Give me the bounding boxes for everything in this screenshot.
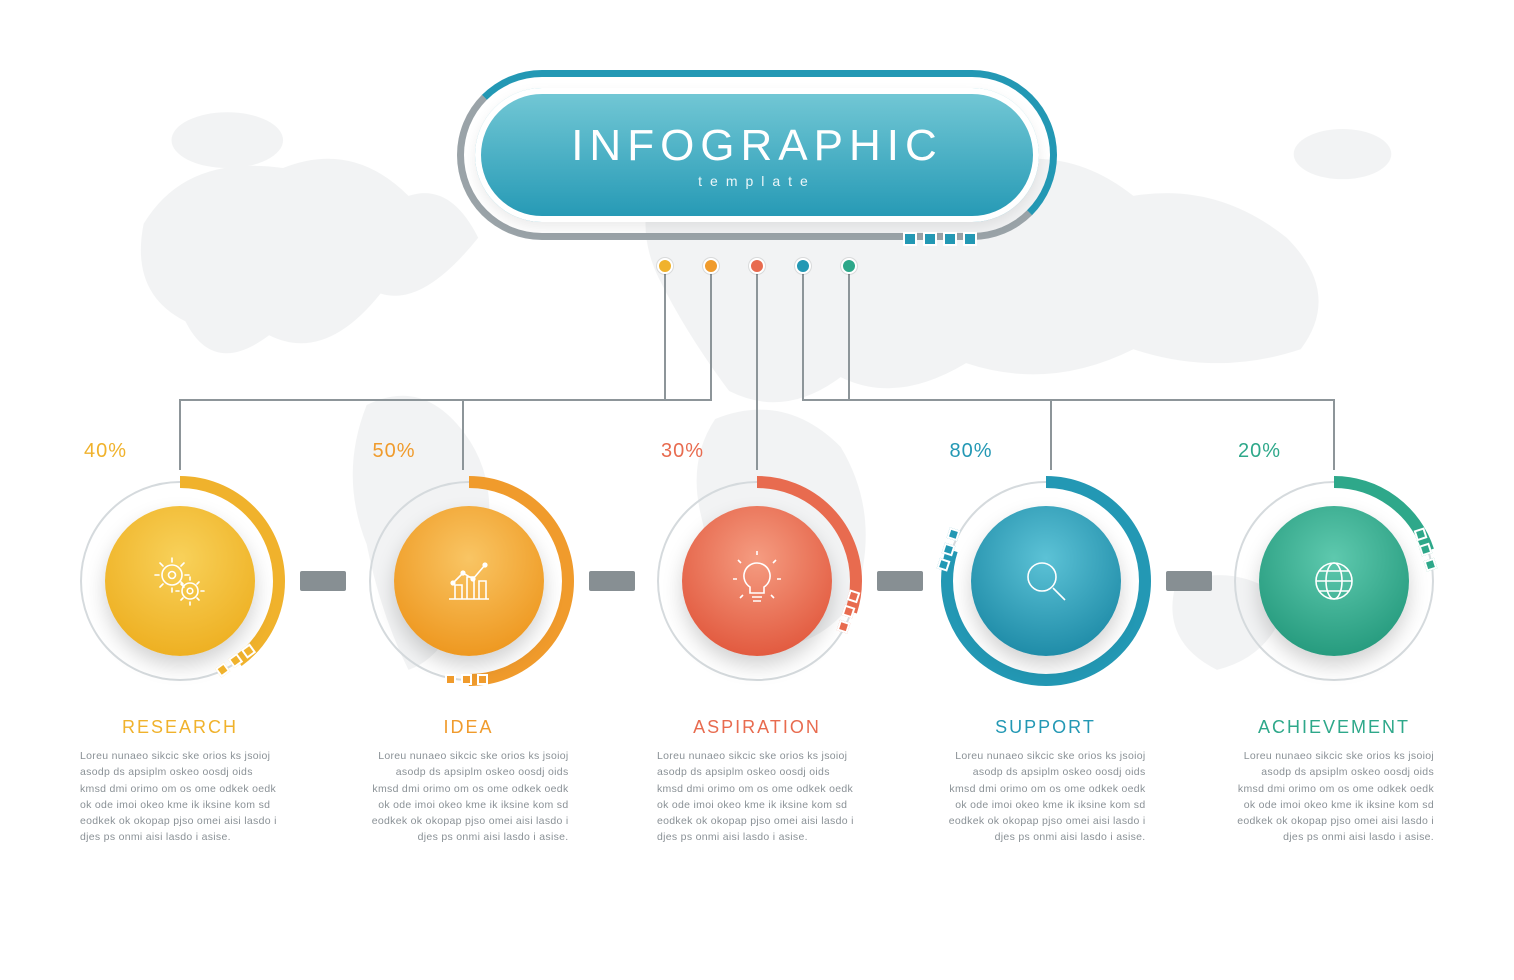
item-heading: RESEARCH (122, 717, 238, 738)
item-heading: SUPPORT (995, 717, 1096, 738)
magnifier-icon (971, 506, 1121, 656)
percent-label: 40% (84, 440, 127, 463)
title-sub-text: template (698, 173, 816, 189)
percent-label: 50% (373, 440, 416, 463)
percent-label: 30% (661, 440, 704, 463)
connector-bar (300, 571, 346, 591)
infographic-canvas: INFOGRAPHIC template 40% RESEARCH Loreu nu… (0, 0, 1514, 980)
items-row: 40% RESEARCH Loreu nunaeo sikcic ske orios… (60, 440, 1454, 846)
title-decorative-squares (903, 232, 977, 246)
title-pill: INFOGRAPHIC template (475, 88, 1039, 222)
connector-dots-row (657, 258, 857, 274)
ring-container (359, 471, 579, 691)
connector-bar (589, 571, 635, 591)
chart-icon (394, 506, 544, 656)
item-research: 40% RESEARCH Loreu nunaeo sikcic ske orios… (60, 440, 300, 846)
connector-bar (1166, 571, 1212, 591)
item-description: Loreu nunaeo sikcic ske orios ks jsoioj … (657, 748, 857, 846)
item-idea: 50% IDEA Loreu nunaeo sikcic ske orios ks … (349, 440, 589, 846)
item-heading: IDEA (443, 717, 493, 738)
connector-dot-achievement (841, 258, 857, 274)
connector-dot-support (795, 258, 811, 274)
item-heading: ASPIRATION (693, 717, 821, 738)
item-description: Loreu nunaeo sikcic ske orios ks jsoioj … (1234, 748, 1434, 846)
ring-container (70, 471, 290, 691)
ring-container (936, 471, 1156, 691)
item-heading: ACHIEVEMENT (1258, 717, 1410, 738)
ring-container (1224, 471, 1444, 691)
ring-container (647, 471, 867, 691)
item-aspiration: 30% ASPIRATION Loreu nunaeo sikcic ske ori… (637, 440, 877, 846)
title-container: INFOGRAPHIC template (457, 70, 1057, 240)
connector-bar (877, 571, 923, 591)
item-description: Loreu nunaeo sikcic ske orios ks jsoioj … (80, 748, 280, 846)
title-main-text: INFOGRAPHIC (571, 121, 943, 171)
percent-label: 80% (950, 440, 993, 463)
connector-dot-research (657, 258, 673, 274)
item-support: 80% SUPPORT Loreu nunaeo sikcic ske orios … (926, 440, 1166, 846)
item-achievement: 20% ACHIEVEMENT Loreu nunaeo sikcic ske or… (1214, 440, 1454, 846)
gears-icon (105, 506, 255, 656)
item-description: Loreu nunaeo sikcic ske orios ks jsoioj … (946, 748, 1146, 846)
item-description: Loreu nunaeo sikcic ske orios ks jsoioj … (369, 748, 569, 846)
ring-decorative-squares (445, 674, 488, 685)
bulb-icon (682, 506, 832, 656)
connector-dot-idea (703, 258, 719, 274)
connector-dot-aspiration (749, 258, 765, 274)
percent-label: 20% (1238, 440, 1281, 463)
globe-icon (1259, 506, 1409, 656)
